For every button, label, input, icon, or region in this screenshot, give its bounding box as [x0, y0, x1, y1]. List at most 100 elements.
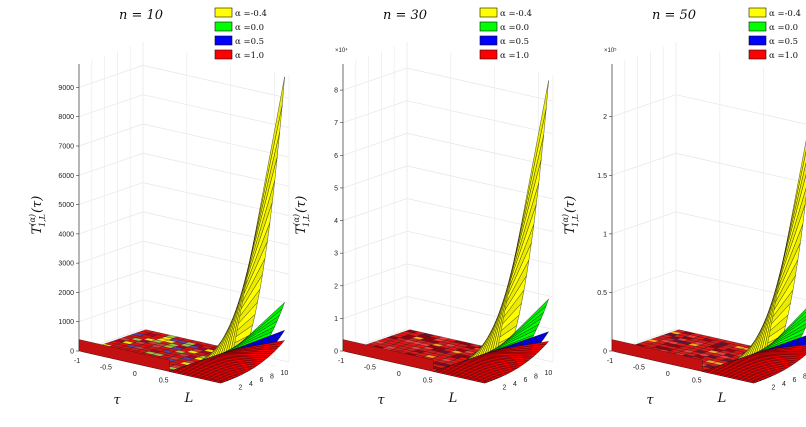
- svg-text:T(α)1,L(τ): T(α)1,L(τ): [292, 196, 311, 235]
- z-tick-label: 1: [603, 231, 607, 238]
- legend-swatch: [748, 7, 767, 18]
- z-tick-label: 4: [334, 218, 338, 225]
- y-tick-label: 4: [249, 381, 253, 388]
- y-tick-label: 8: [270, 374, 274, 381]
- legend-swatch: [479, 35, 498, 46]
- y-tick-label: 2: [771, 384, 775, 391]
- legend: α =-0.4 α =0.0 α =0.5 α =1.0: [746, 7, 802, 67]
- panel-1: 0100020003000400050006000700080009000-1-…: [28, 7, 290, 408]
- legend-swatch: [214, 35, 233, 46]
- x-tick-label: -1: [74, 358, 80, 365]
- z-tick-label: 6000: [58, 173, 74, 180]
- legend-label: α =0.0: [769, 23, 798, 33]
- legend-swatch: [479, 7, 498, 18]
- legend-swatch: [748, 21, 767, 32]
- x-tick-label: -0.5: [100, 365, 112, 372]
- legend-swatch: [748, 49, 767, 60]
- legend-label: α =0.0: [500, 23, 529, 33]
- z-tick-label: 0: [70, 349, 74, 356]
- x-tick-label: -0.5: [364, 365, 376, 372]
- z-tick-label: 1: [334, 316, 338, 323]
- legend-swatch: [748, 35, 767, 46]
- y-tick-label: 10: [544, 370, 552, 377]
- surface-floor: [611, 329, 767, 372]
- x-tick-labels: -1 -0.5 0 0.5: [74, 358, 169, 385]
- legend-label: α =0.0: [235, 23, 264, 33]
- legend: α =-0.4 α =0.0 α =0.5 α =1.0: [477, 7, 533, 67]
- legend-label: α =0.5: [769, 37, 798, 47]
- y-axis-label: L: [717, 391, 727, 406]
- z-tick-label: 2: [603, 114, 607, 121]
- x-tick-label: -1: [607, 358, 613, 365]
- y-tick-label: 4: [782, 381, 786, 388]
- z-tick-label: 2: [334, 283, 338, 290]
- x-tick-label: -1: [338, 358, 344, 365]
- y-tick-label: 6: [259, 377, 263, 384]
- legend-label: α =1.0: [769, 51, 798, 61]
- z-tick-label: 3: [334, 251, 338, 258]
- x-tick-label: -0.5: [633, 365, 645, 372]
- legend-label: α =-0.4: [500, 9, 532, 19]
- x-tick-label: 0: [133, 371, 137, 378]
- y-axis-label: L: [448, 391, 458, 406]
- y-tick-label: 6: [523, 377, 527, 384]
- x-tick-labels: -1 -0.5 0 0.5: [607, 358, 702, 385]
- z-tick-label: 1.5: [597, 173, 607, 180]
- z-tick-labels: 0 0.5 1 1.5 2: [597, 114, 612, 356]
- z-tick-label: 2000: [58, 290, 74, 297]
- series-surface-4: [701, 344, 806, 384]
- series-surface-4: [168, 340, 286, 384]
- y-tick-label: 2: [238, 384, 242, 391]
- y-axis-label: L: [184, 391, 194, 406]
- z-tick-label: 5000: [58, 202, 74, 209]
- z-axis-label: T(α)1,L(τ): [292, 196, 311, 235]
- legend-label: α =1.0: [235, 51, 264, 61]
- z-tick-label: 7: [334, 120, 338, 127]
- legend-label: α =0.5: [235, 37, 264, 47]
- surface-floor: [78, 329, 234, 372]
- y-tick-label: 8: [803, 374, 806, 381]
- z-tick-label: 8000: [58, 114, 74, 121]
- x-tick-label: 0: [666, 371, 670, 378]
- y-tick-label: 6: [792, 377, 796, 384]
- z-tick-label: 4000: [58, 231, 74, 238]
- legend-label: α =-0.4: [235, 9, 267, 19]
- chart-title: n = 30: [383, 8, 427, 23]
- y-tick-label: 4: [513, 381, 517, 388]
- z-tick-labels: 0 1 2 3 4 5 6 7 8: [334, 88, 343, 356]
- x-tick-label: 0.5: [423, 378, 433, 385]
- legend-label: α =0.5: [500, 37, 529, 47]
- legend-swatch: [214, 49, 233, 60]
- z-tick-labels: 0 1000 2000 3000 4000 5000 6000 7000 8000 9000: [58, 85, 79, 356]
- z-scale-label: ×10⁴: [335, 47, 348, 54]
- z-tick-label: 0.5: [597, 290, 607, 297]
- legend-swatch: [214, 7, 233, 18]
- legend-swatch: [214, 21, 233, 32]
- chart-title: n = 10: [119, 8, 163, 23]
- z-axis-label: T(α)1,L(τ): [561, 196, 580, 235]
- legend-swatch: [479, 49, 498, 60]
- x-tick-label: 0: [397, 371, 401, 378]
- x-tick-label: 0.5: [159, 378, 169, 385]
- x-axis-label: τ: [377, 393, 385, 408]
- surface-floor: [342, 329, 498, 372]
- z-axis-label: T(α)1,L(τ): [28, 196, 47, 235]
- series-surface-4: [432, 341, 550, 384]
- z-tick-label: 9000: [58, 85, 74, 92]
- z-tick-label: 7000: [58, 144, 74, 151]
- svg-text:T(α)1,L(τ): T(α)1,L(τ): [28, 196, 47, 235]
- x-tick-label: 0.5: [692, 378, 702, 385]
- y-tick-label: 10: [280, 370, 288, 377]
- x-axis-label: τ: [113, 393, 121, 408]
- z-tick-label: 1000: [58, 319, 74, 326]
- z-tick-label: 8: [334, 88, 338, 95]
- z-tick-label: 5: [334, 185, 338, 192]
- legend-swatch: [479, 21, 498, 32]
- z-tick-label: 3000: [58, 261, 74, 268]
- z-tick-label: 0: [603, 349, 607, 356]
- chart-title: n = 50: [652, 8, 696, 23]
